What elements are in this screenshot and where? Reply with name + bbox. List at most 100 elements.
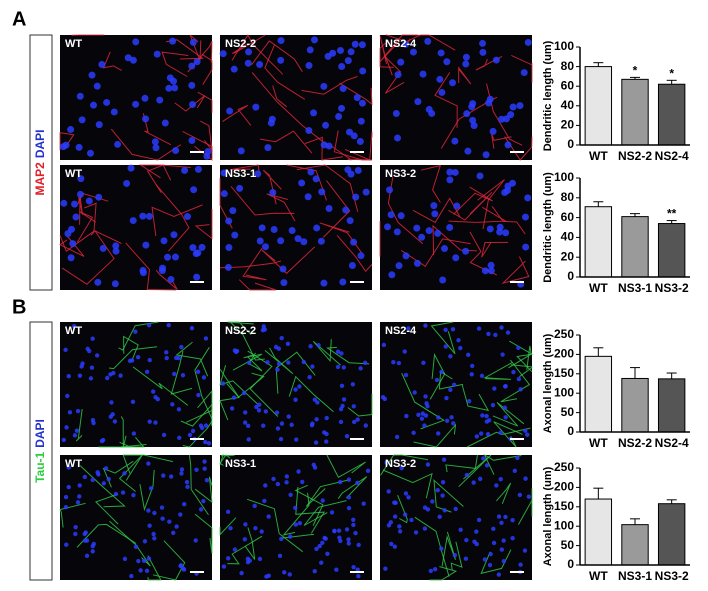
- y-tick-label: 0: [567, 557, 574, 571]
- nucleus: [261, 243, 269, 251]
- nucleus: [84, 553, 90, 559]
- stain-label: MAP2 DAPI: [33, 129, 47, 195]
- nucleus: [437, 49, 445, 57]
- nucleus: [90, 549, 95, 554]
- neurite: [152, 540, 186, 581]
- neurite: [458, 66, 472, 85]
- nucleus: [346, 217, 354, 225]
- nucleus: [177, 435, 182, 440]
- neurite: [227, 535, 263, 565]
- y-tick-label: 0: [567, 269, 574, 283]
- image-background: [60, 455, 212, 580]
- nucleus: [118, 373, 123, 378]
- neurite: [434, 72, 458, 128]
- nucleus: [423, 323, 428, 328]
- nucleus: [338, 104, 346, 112]
- neurite: [491, 133, 512, 149]
- nucleus: [524, 38, 532, 46]
- nucleus: [166, 322, 171, 328]
- nucleus: [516, 102, 524, 110]
- nucleus: [498, 430, 503, 435]
- micrograph: NS2-4: [379, 34, 533, 161]
- nucleus: [492, 386, 497, 391]
- nucleus: [439, 369, 444, 375]
- nucleus: [90, 477, 95, 483]
- nucleus: [131, 431, 137, 436]
- nucleus: [312, 465, 318, 470]
- nucleus: [265, 360, 270, 365]
- nucleus: [434, 377, 440, 383]
- nucleus: [412, 390, 417, 395]
- nucleus: [441, 245, 449, 253]
- neurite: [58, 235, 85, 257]
- nucleus: [339, 383, 345, 389]
- nucleus: [164, 350, 169, 355]
- y-tick-label: 200: [554, 480, 574, 494]
- nucleus: [388, 520, 394, 525]
- nucleus: [320, 82, 328, 90]
- neurite: [59, 132, 75, 151]
- nucleus: [515, 455, 520, 461]
- nucleus: [474, 434, 480, 439]
- nucleus: [435, 487, 440, 493]
- stain-bracket: [29, 321, 53, 581]
- nucleus: [419, 416, 425, 421]
- nucleus: [320, 498, 325, 503]
- neurite: [379, 34, 419, 63]
- neurite: [194, 347, 213, 420]
- neurite: [132, 366, 189, 406]
- nucleus: [386, 489, 391, 494]
- x-tick-label: NS3-2: [655, 281, 689, 295]
- nucleus: [288, 534, 293, 539]
- nucleus: [423, 413, 429, 418]
- nucleus: [399, 466, 404, 471]
- neurite: [480, 549, 512, 575]
- neurite: [120, 416, 127, 448]
- nucleus: [161, 432, 167, 438]
- nucleus: [77, 373, 83, 378]
- nucleus: [198, 423, 204, 428]
- nucleus: [428, 109, 436, 117]
- nucleus: [344, 57, 352, 65]
- nucleus: [324, 415, 329, 421]
- neurite: [94, 493, 119, 525]
- nucleus: [336, 46, 344, 54]
- panel-label: A: [12, 8, 26, 30]
- nucleus: [136, 558, 141, 564]
- nucleus: [486, 95, 494, 103]
- nucleus: [462, 53, 470, 61]
- nucleus: [287, 572, 292, 577]
- panel-label: B: [12, 296, 26, 318]
- nucleus: [320, 540, 325, 545]
- neurite: [185, 389, 213, 423]
- neurite: [227, 321, 254, 335]
- neurite: [477, 179, 505, 230]
- neurite: [294, 484, 324, 526]
- nucleus: [77, 494, 82, 499]
- nucleus: [182, 501, 187, 507]
- nucleus: [468, 103, 476, 111]
- nucleus: [487, 267, 495, 275]
- nucleus: [487, 261, 495, 269]
- nucleus: [354, 166, 362, 174]
- bar: [621, 524, 649, 566]
- nucleus: [289, 422, 294, 427]
- nucleus: [164, 355, 169, 361]
- nucleus: [362, 188, 370, 196]
- nucleus: [114, 140, 122, 148]
- nucleus: [448, 354, 453, 359]
- neurite: [510, 364, 533, 378]
- nucleus: [189, 325, 195, 331]
- nucleus: [274, 410, 280, 415]
- nucleus: [278, 436, 284, 442]
- nucleus: [463, 556, 469, 561]
- micrograph: NS2-2: [219, 34, 373, 161]
- x-tick-label: WT: [589, 149, 608, 163]
- nucleus: [220, 169, 228, 177]
- nucleus: [338, 479, 343, 485]
- nucleus: [439, 276, 447, 284]
- nucleus: [231, 231, 239, 239]
- neurite: [413, 423, 457, 448]
- nucleus: [279, 421, 285, 426]
- nucleus: [393, 500, 398, 506]
